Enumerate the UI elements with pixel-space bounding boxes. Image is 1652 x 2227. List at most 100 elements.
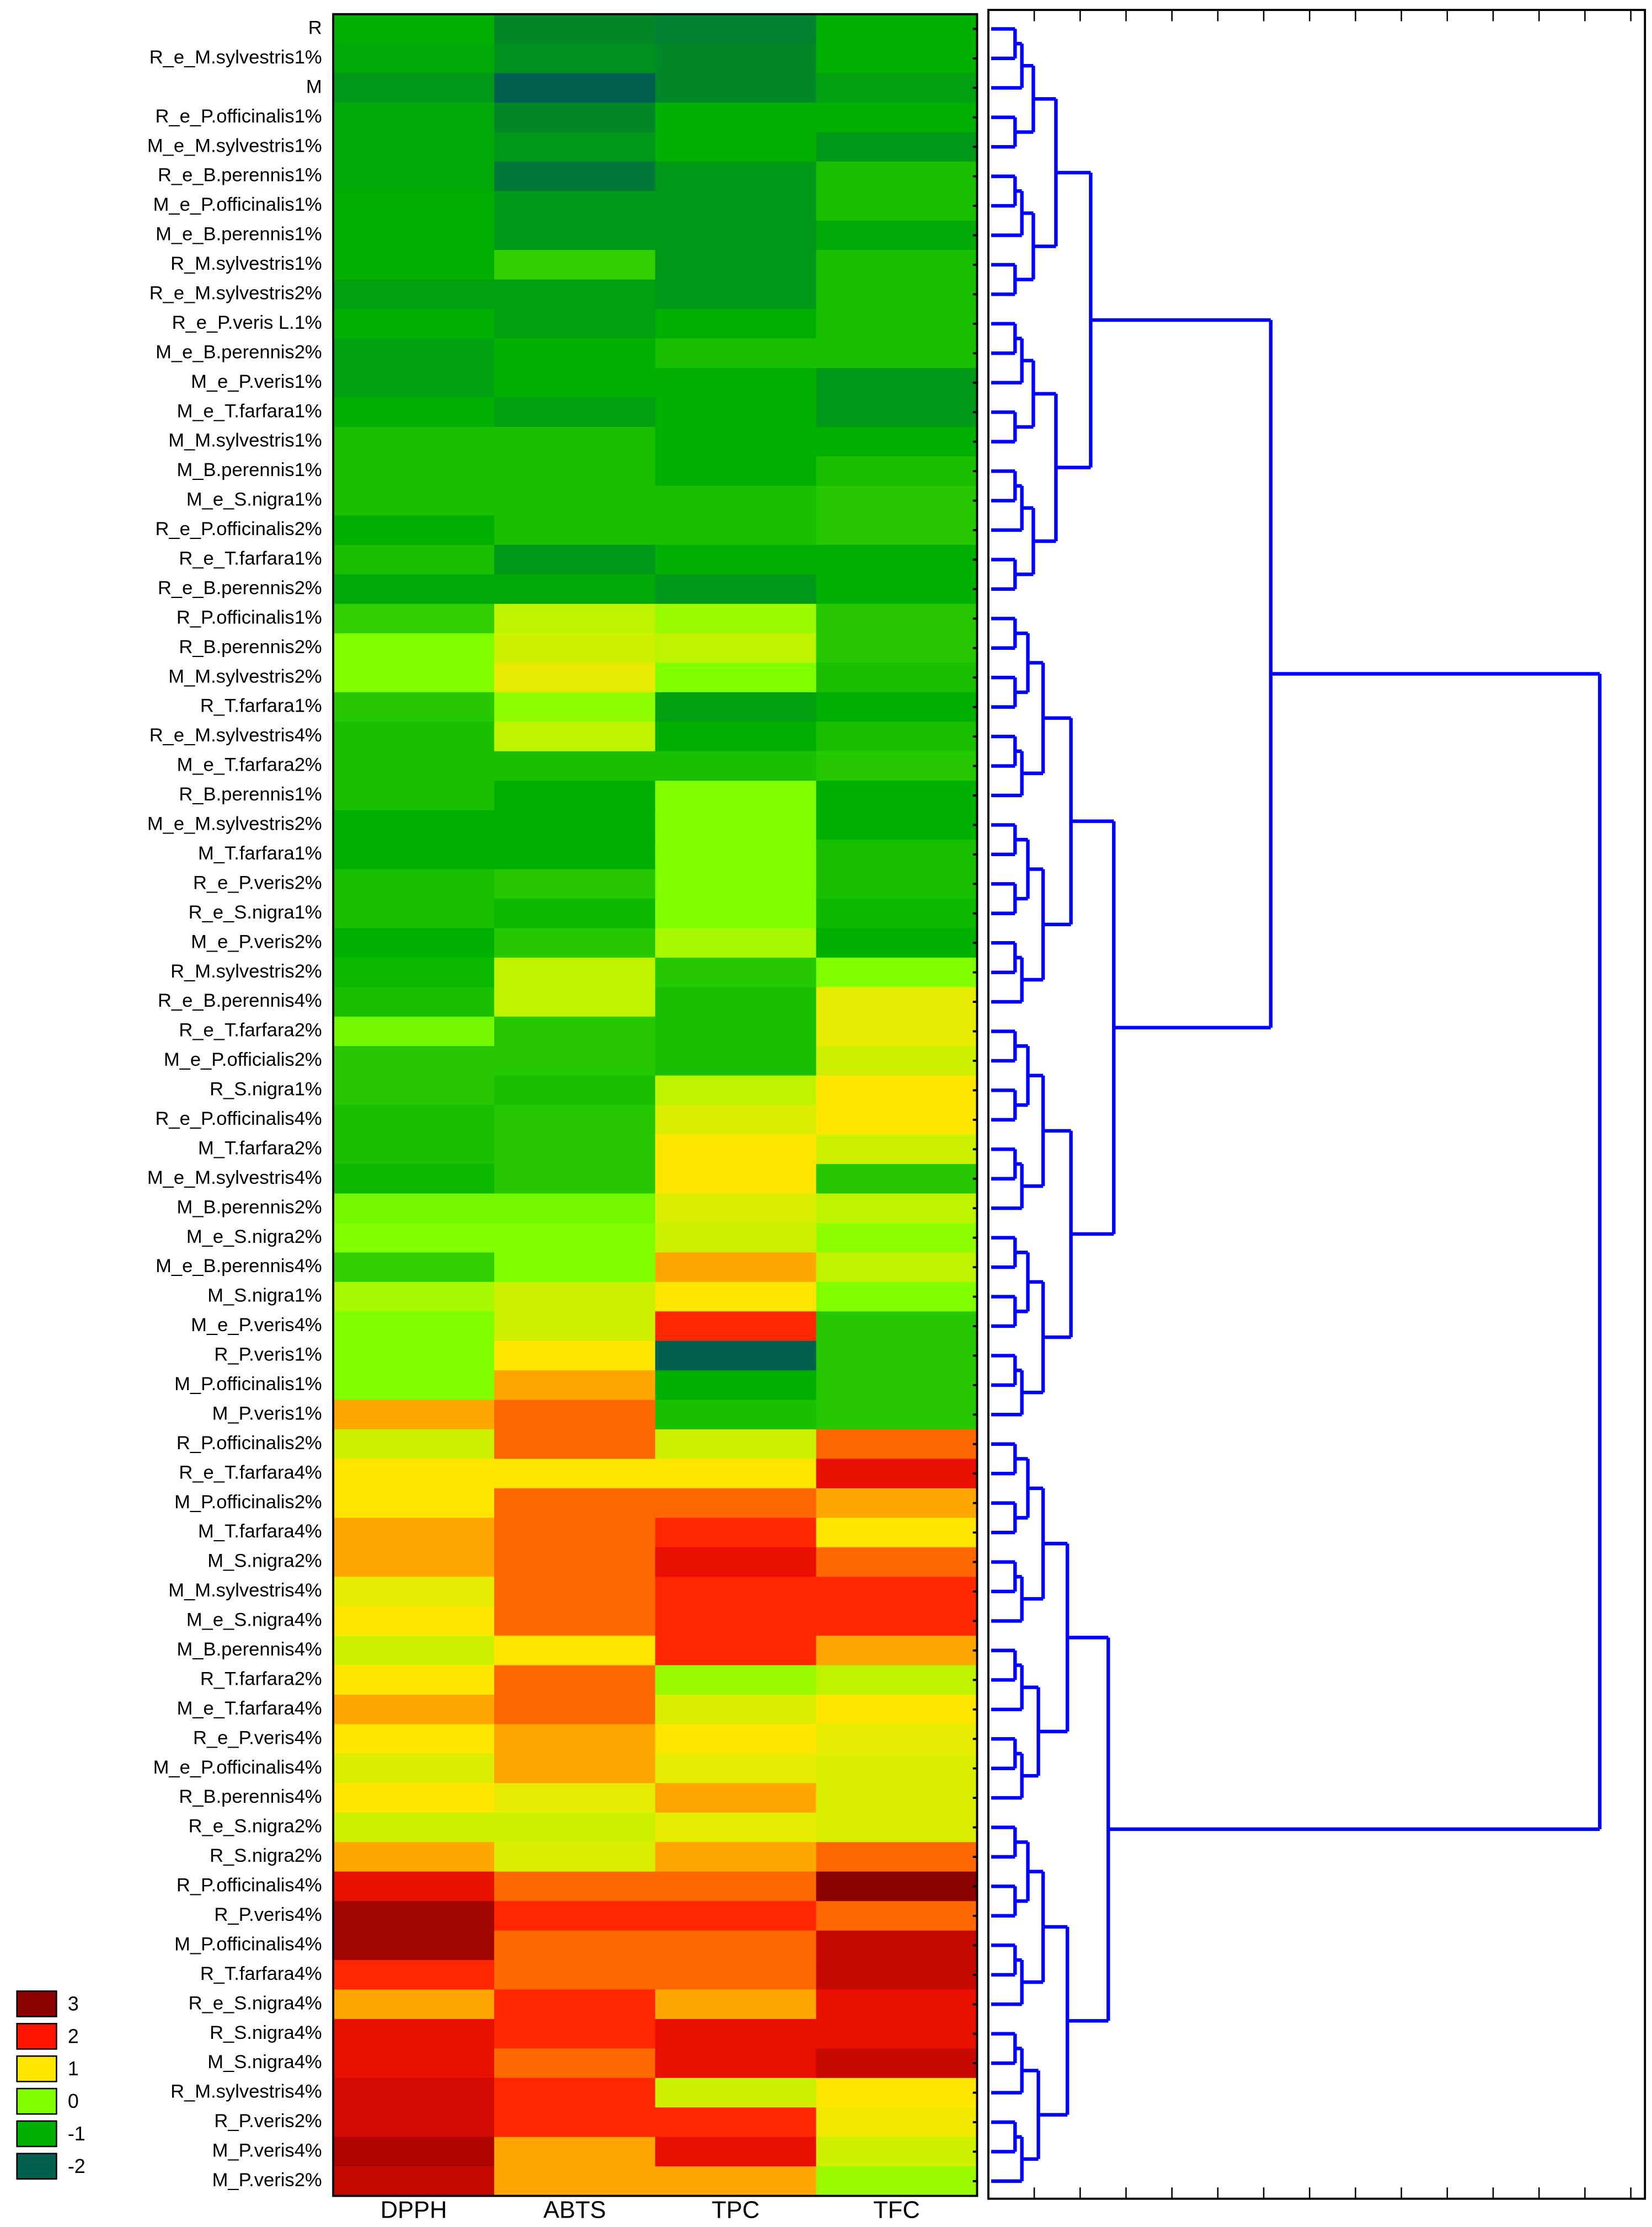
heatmap-cell bbox=[494, 1783, 656, 1814]
heatmap-cell bbox=[816, 1665, 978, 1696]
heatmap-cell bbox=[655, 1075, 817, 1106]
row-label: M_e_B.perennis2% bbox=[156, 341, 322, 362]
heatmap-cell bbox=[494, 692, 656, 723]
heatmap-cell bbox=[655, 2166, 817, 2197]
heatmap-cell bbox=[655, 485, 817, 516]
heatmap-cell bbox=[816, 899, 978, 929]
heatmap-cell bbox=[816, 781, 978, 811]
row-label: R_e_S.nigra1% bbox=[189, 902, 322, 923]
heatmap-cell bbox=[655, 279, 817, 310]
row-label: M_S.nigra2% bbox=[207, 1551, 322, 1572]
heatmap-cell bbox=[816, 1252, 978, 1283]
row-label: R_M.sylvestris2% bbox=[170, 961, 322, 982]
heatmap-cell bbox=[655, 1281, 817, 1312]
heatmap-cell bbox=[655, 1695, 817, 1725]
row-label: M_e_T.farfara1% bbox=[177, 400, 322, 421]
heatmap-cell bbox=[816, 338, 978, 369]
heatmap-cell bbox=[494, 1488, 656, 1519]
heatmap-cell bbox=[333, 1429, 495, 1460]
heatmap-cell bbox=[494, 1459, 656, 1489]
row-label: M_S.nigra4% bbox=[207, 2052, 322, 2073]
heatmap-cell bbox=[655, 1547, 817, 1578]
heatmap-cell bbox=[333, 338, 495, 369]
heatmap-cell bbox=[816, 1518, 978, 1548]
heatmap-cell bbox=[655, 1429, 817, 1460]
heatmap-cell bbox=[333, 1046, 495, 1076]
heatmap-cell bbox=[333, 1193, 495, 1224]
heatmap-cell bbox=[655, 1311, 817, 1342]
heatmap-cell bbox=[494, 1105, 656, 1135]
heatmap-cell bbox=[494, 103, 656, 133]
heatmap-cell bbox=[655, 2137, 817, 2167]
heatmap-cell bbox=[655, 1724, 817, 1755]
row-label: M_M.sylvestris1% bbox=[168, 430, 322, 451]
heatmap-cell bbox=[816, 309, 978, 339]
heatmap-cell bbox=[816, 279, 978, 310]
heatmap-cell bbox=[655, 1577, 817, 1607]
heatmap-cell bbox=[655, 1016, 817, 1047]
heatmap-cell bbox=[655, 44, 817, 74]
heatmap-cell bbox=[494, 250, 656, 280]
heatmap-cell bbox=[494, 1695, 656, 1725]
heatmap-cell bbox=[333, 103, 495, 133]
heatmap-cell bbox=[494, 1311, 656, 1342]
heatmap-cell bbox=[333, 840, 495, 870]
heatmap-cell bbox=[816, 1016, 978, 1047]
heatmap-cell bbox=[816, 1577, 978, 1607]
heatmap-cell bbox=[655, 161, 817, 192]
heatmap-cell bbox=[816, 1753, 978, 1784]
heatmap-cell bbox=[655, 840, 817, 870]
row-label: M_P.officinalis4% bbox=[174, 1934, 322, 1954]
row-label: M bbox=[306, 76, 322, 97]
heatmap-cell bbox=[655, 810, 817, 841]
heatmap-cell bbox=[655, 1134, 817, 1165]
heatmap-cell bbox=[816, 103, 978, 133]
heatmap-cell bbox=[494, 1429, 656, 1460]
row-label: R_P.veris1% bbox=[214, 1344, 322, 1365]
legend-label: -1 bbox=[68, 2123, 85, 2145]
heatmap-cell bbox=[494, 722, 656, 752]
heatmap-cell bbox=[494, 544, 656, 575]
row-label: R_B.perennis4% bbox=[179, 1786, 322, 1807]
heatmap-cell bbox=[816, 456, 978, 487]
heatmap-cell bbox=[333, 1488, 495, 1519]
row-label: M_e_P.officinalis4% bbox=[153, 1757, 322, 1778]
row-label: M_S.nigra1% bbox=[207, 1285, 322, 1306]
heatmap-cell bbox=[494, 1606, 656, 1637]
row-label: R_e_P.officinalis1% bbox=[155, 106, 322, 127]
heatmap-cell bbox=[333, 1370, 495, 1401]
heatmap-cell bbox=[333, 544, 495, 575]
heatmap-cell bbox=[333, 1341, 495, 1371]
heatmap-cell bbox=[816, 2078, 978, 2108]
row-label: R_e_B.perennis2% bbox=[158, 578, 322, 599]
heatmap-cell bbox=[816, 1930, 978, 1961]
heatmap-cell bbox=[494, 1665, 656, 1696]
row-label: R_S.nigra2% bbox=[210, 1845, 322, 1866]
heatmap-cell bbox=[816, 1134, 978, 1165]
row-label: R_e_P.veris L.1% bbox=[172, 312, 322, 333]
heatmap-cell bbox=[655, 604, 817, 634]
row-label: M_T.farfara4% bbox=[198, 1521, 322, 1542]
heatmap-cell bbox=[816, 14, 978, 45]
heatmap-cell bbox=[655, 309, 817, 339]
row-label: M_e_P.officialis2% bbox=[164, 1049, 322, 1070]
heatmap-cell bbox=[333, 1812, 495, 1843]
heatmap-cell bbox=[333, 132, 495, 163]
heatmap-cell bbox=[816, 810, 978, 841]
heatmap-cell bbox=[333, 368, 495, 398]
row-label: M_e_P.veris1% bbox=[191, 371, 322, 392]
heatmap-cell bbox=[655, 456, 817, 487]
heatmap-cell bbox=[333, 1164, 495, 1194]
heatmap-cell bbox=[333, 309, 495, 339]
heatmap-cell bbox=[333, 1960, 495, 1990]
heatmap-cell bbox=[816, 1871, 978, 1902]
row-label: M_e_P.veris4% bbox=[191, 1315, 322, 1336]
row-label: R_S.nigra1% bbox=[210, 1079, 322, 1100]
heatmap-cell bbox=[333, 220, 495, 251]
row-label: M_e_P.officinalis1% bbox=[153, 194, 322, 215]
heatmap-cell bbox=[816, 1222, 978, 1253]
heatmap-cell bbox=[494, 14, 656, 45]
heatmap-cell bbox=[333, 250, 495, 280]
row-label: R_e_P.officinalis2% bbox=[155, 519, 322, 540]
heatmap-cell bbox=[816, 426, 978, 457]
